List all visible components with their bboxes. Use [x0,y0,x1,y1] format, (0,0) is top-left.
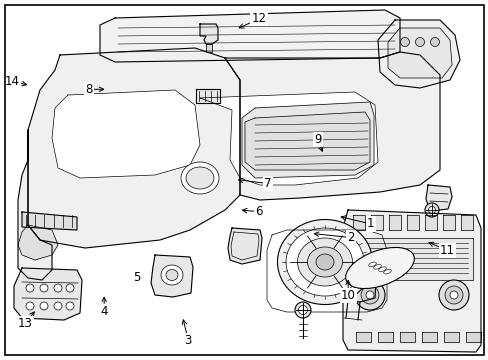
Text: 13: 13 [18,317,33,330]
Polygon shape [352,215,364,230]
Ellipse shape [298,306,307,315]
Text: 6: 6 [255,205,263,218]
Polygon shape [388,215,400,230]
Polygon shape [224,52,439,200]
Text: 11: 11 [439,244,454,257]
Ellipse shape [181,162,219,194]
Polygon shape [242,102,373,178]
Polygon shape [421,332,436,342]
Ellipse shape [400,37,408,46]
Ellipse shape [40,302,48,310]
Ellipse shape [54,302,62,310]
Polygon shape [22,212,77,230]
Ellipse shape [277,220,372,305]
Polygon shape [424,215,436,230]
Polygon shape [18,130,52,280]
Polygon shape [244,112,369,170]
Ellipse shape [415,37,424,46]
Text: 9: 9 [313,133,321,146]
Polygon shape [377,332,392,342]
Text: 10: 10 [340,289,355,302]
Polygon shape [370,215,382,230]
Polygon shape [443,332,458,342]
Text: 12: 12 [251,12,266,25]
Polygon shape [387,28,451,78]
Ellipse shape [365,291,373,299]
Ellipse shape [26,284,34,292]
Polygon shape [425,185,451,211]
Text: 2: 2 [346,231,354,244]
Ellipse shape [297,238,352,286]
Ellipse shape [438,280,468,310]
Text: 7: 7 [264,177,271,190]
Polygon shape [200,92,377,185]
Polygon shape [151,255,193,297]
Ellipse shape [26,302,34,310]
Polygon shape [28,48,240,248]
Polygon shape [442,215,454,230]
Ellipse shape [449,291,457,299]
Polygon shape [52,90,200,178]
Text: 1: 1 [366,217,374,230]
Polygon shape [355,332,370,342]
Ellipse shape [40,284,48,292]
Ellipse shape [424,203,438,217]
Ellipse shape [66,284,74,292]
Polygon shape [406,215,418,230]
Text: 8: 8 [85,83,93,96]
Ellipse shape [360,286,378,304]
Ellipse shape [429,37,439,46]
Text: 3: 3 [184,334,192,347]
Text: 5: 5 [133,271,141,284]
Ellipse shape [444,286,462,304]
Polygon shape [18,225,58,260]
Ellipse shape [315,254,333,270]
Polygon shape [100,10,399,62]
Ellipse shape [354,280,384,310]
Polygon shape [227,228,262,264]
Ellipse shape [185,167,214,189]
Ellipse shape [165,270,178,280]
Bar [352,238,472,280]
Ellipse shape [66,302,74,310]
Polygon shape [200,24,218,44]
Text: 14: 14 [5,75,20,87]
Polygon shape [196,89,220,103]
Polygon shape [335,268,375,302]
Ellipse shape [54,284,62,292]
Polygon shape [205,44,212,52]
Ellipse shape [307,247,342,277]
Polygon shape [377,20,459,88]
Ellipse shape [345,247,413,289]
Text: 4: 4 [100,305,108,318]
Ellipse shape [294,302,310,318]
Ellipse shape [161,265,183,285]
Ellipse shape [285,228,363,296]
Polygon shape [460,215,472,230]
Polygon shape [342,210,480,352]
Polygon shape [14,268,82,320]
Ellipse shape [427,207,435,213]
Polygon shape [465,332,480,342]
Polygon shape [399,332,414,342]
